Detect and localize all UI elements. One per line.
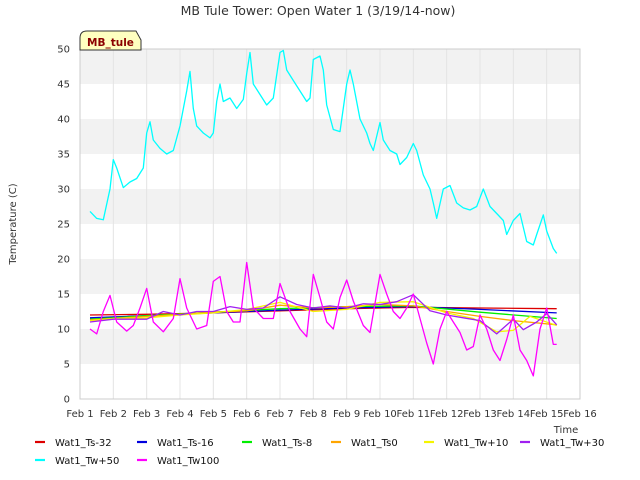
x-axis-label: Time — [553, 425, 578, 436]
legend: Wat1_Ts-32 Wat1_Ts-16 Wat1_Ts-8 Wat1_Ts0 Wat… — [35, 438, 604, 467]
grid-band — [80, 329, 580, 364]
x-tick-label: Feb 7 — [266, 409, 293, 420]
plot-frame — [79, 48, 581, 400]
y-axis-ticks: 0 5 10 15 20 25 30 35 40 45 50 — [57, 45, 70, 406]
x-tick-label: Feb 16 — [563, 409, 597, 420]
legend-item-Wat1_Tw+10: Wat1_Tw+10 — [424, 438, 508, 449]
x-tick-label: Feb 2 — [100, 409, 127, 420]
x-tick-label: Feb 12 — [430, 409, 464, 420]
legend-label: Wat1_Tw+30 — [540, 438, 604, 449]
plot-background — [80, 49, 580, 399]
x-tick-label: Feb 11 — [397, 409, 431, 420]
series-line-Wat1_Tw+10 — [89, 301, 557, 333]
legend-item-Wat1_Tw+50: Wat1_Tw+50 — [35, 456, 119, 467]
grid-band — [80, 259, 580, 294]
legend-label: Wat1_Tw+10 — [444, 438, 508, 449]
y-tick-label: 30 — [57, 185, 70, 196]
y-tick-label: 35 — [57, 150, 70, 161]
x-tick-label: Feb 6 — [233, 409, 260, 420]
legend-label: Wat1_Tw+50 — [55, 456, 119, 467]
x-axis-ticks: Feb 1 Feb 2 Feb 3 Feb 4 Feb 5 Feb 6 Feb 7 Feb 8… — [66, 409, 596, 420]
x-tick-label: Feb 14 — [497, 409, 531, 420]
y-tick-label: 45 — [57, 80, 70, 91]
y-axis-label: Temperature (C) — [8, 183, 19, 265]
series-line-Wat1_Tw+30 — [89, 294, 558, 335]
x-tick-label: Feb 4 — [166, 409, 193, 420]
legend-label: Wat1_Ts-8 — [262, 438, 312, 449]
series-line-Wat1_Tw+50 — [89, 49, 558, 254]
legend-item-Wat1_Ts-16: Wat1_Ts-16 — [137, 438, 214, 449]
y-tick-label: 0 — [64, 395, 70, 406]
y-tick-label: 15 — [57, 290, 70, 301]
x-tick-label: Feb 8 — [300, 409, 327, 420]
legend-item-Wat1_Ts-8: Wat1_Ts-8 — [242, 438, 312, 449]
legend-item-Wat1_Tw+30: Wat1_Tw+30 — [520, 438, 604, 449]
x-tick-label: Feb 9 — [333, 409, 360, 420]
grid-band — [80, 49, 580, 84]
station-badge: MB_tule — [79, 30, 142, 51]
grid-band — [80, 84, 580, 119]
x-tick-label: Feb 10 — [363, 409, 397, 420]
y-tick-label: 25 — [57, 220, 70, 231]
badge-shape — [79, 30, 142, 51]
legend-label: Wat1_Tw100 — [157, 456, 219, 467]
y-tick-label: 40 — [57, 115, 70, 126]
x-tick-label: Feb 13 — [463, 409, 497, 420]
grid-band — [80, 154, 580, 189]
legend-item-Wat1_Tw100: Wat1_Tw100 — [137, 456, 219, 467]
grid-band — [80, 189, 580, 224]
y-tick-label: 5 — [64, 360, 70, 371]
badge-label: MB_tule — [87, 37, 134, 49]
series-line-Wat1_Tw100 — [89, 261, 557, 377]
grid-band — [80, 119, 580, 154]
x-tick-label: Feb 3 — [133, 409, 160, 420]
y-tick-label: 20 — [57, 255, 70, 266]
series-lines — [89, 49, 558, 377]
x-tick-label: Feb 5 — [200, 409, 227, 420]
legend-label: Wat1_Ts0 — [351, 438, 398, 449]
grid-band — [80, 224, 580, 259]
legend-label: Wat1_Ts-32 — [55, 438, 112, 449]
legend-item-Wat1_Ts0: Wat1_Ts0 — [331, 438, 398, 449]
legend-label: Wat1_Ts-16 — [157, 438, 214, 449]
grid-band — [80, 364, 580, 399]
x-tick-label: Feb 15 — [530, 409, 564, 420]
y-tick-label: 10 — [57, 325, 70, 336]
chart-title: MB Tule Tower: Open Water 1 (3/19/14-now… — [181, 3, 456, 18]
x-tick-label: Feb 1 — [66, 409, 93, 420]
legend-item-Wat1_Ts-32: Wat1_Ts-32 — [35, 438, 112, 449]
y-tick-label: 50 — [57, 45, 70, 56]
